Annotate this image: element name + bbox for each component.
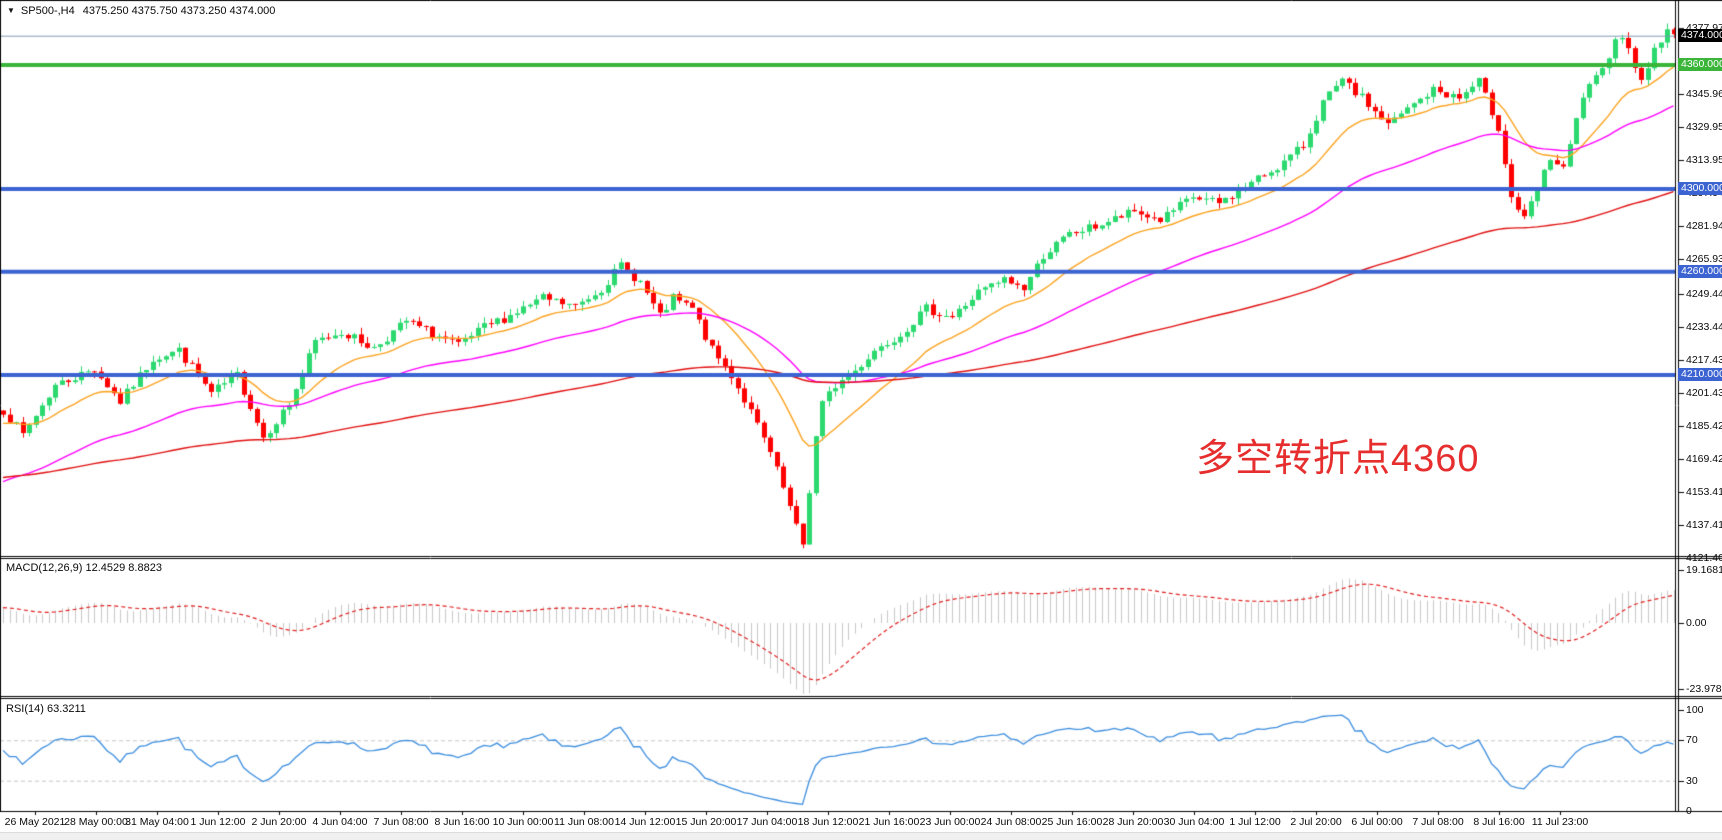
price-level-box: 4360.000: [1678, 58, 1722, 72]
time-axis-label: 11 Jul 23:00: [1531, 816, 1589, 828]
macd-axis-tick: 0.00: [1686, 617, 1707, 629]
price-axis-tick: 4265.935: [1686, 253, 1722, 266]
macd-axis-tick: 19.1681: [1686, 564, 1722, 577]
price-level-box: 4210.000: [1678, 367, 1722, 381]
price-axis-tick: 4313.950: [1686, 154, 1722, 167]
time-axis-label: 1 Jul 12:00: [1229, 816, 1281, 828]
time-axis-label: 18 Jun 12:00: [797, 816, 859, 828]
price-level-box: 4260.000: [1678, 264, 1722, 278]
time-axis-label: 28 May 00:00: [64, 816, 128, 828]
price-level-box: 4300.000: [1678, 182, 1722, 196]
price-axis-tick: 4137.410: [1686, 518, 1722, 531]
symbol-dropdown-triangle-icon[interactable]: ▼: [7, 6, 15, 15]
price-axis-tick: 4329.955: [1686, 121, 1722, 134]
time-axis-label: 1 Jun 12:00: [190, 816, 246, 828]
time-axis-label: 7 Jun 08:00: [373, 816, 429, 828]
time-axis-label: 24 Jun 08:00: [980, 816, 1042, 828]
rsi-axis-tick: 0: [1686, 805, 1692, 817]
time-axis-label: 30 Jun 04:00: [1163, 816, 1225, 828]
time-axis-label: 26 May 2021: [4, 816, 66, 828]
price-axis-tick: 4233.440: [1686, 320, 1722, 333]
price-level-box: 4374.000: [1678, 29, 1722, 43]
price-axis-tick: 4249.445: [1686, 287, 1722, 300]
time-axis-label: 14 Jun 12:00: [614, 816, 676, 828]
time-axis-label: 2 Jul 20:00: [1290, 816, 1342, 828]
time-axis-label: 7 Jul 08:00: [1412, 816, 1464, 828]
time-axis-label: 15 Jun 20:00: [675, 816, 737, 828]
price-axis-tick: 4153.415: [1686, 485, 1722, 498]
time-axis-label: 8 Jun 16:00: [434, 816, 490, 828]
time-axis-label: 4 Jun 04:00: [312, 816, 368, 828]
window-bottom-strip: [0, 832, 1722, 840]
ohlc-values: 4375.250 4375.750 4373.250 4374.000: [82, 5, 276, 17]
time-axis-label: 8 Jul 16:00: [1473, 816, 1525, 828]
time-axis-label: 23 Jun 00:00: [919, 816, 981, 828]
chart-title: ▼ SP500-,H4 4375.250 4375.750 4373.250 437…: [7, 5, 275, 17]
price-axis-tick: 4169.420: [1686, 452, 1722, 465]
time-axis-label: 2 Jun 20:00: [251, 816, 307, 828]
time-axis-label: 10 Jun 00:00: [492, 816, 554, 828]
price-axis-tick: 4201.430: [1686, 386, 1722, 399]
rsi-axis-tick: 100: [1686, 704, 1704, 716]
price-axis-tick: 4281.940: [1686, 220, 1722, 233]
time-axis-label: 11 Jun 08:00: [554, 816, 614, 828]
price-axis-tick: 4345.960: [1686, 88, 1722, 101]
time-axis-label: 31 May 04:00: [125, 816, 189, 828]
price-axis-tick: 4217.435: [1686, 353, 1722, 366]
time-axis-label: 21 Jun 16:00: [858, 816, 920, 828]
time-axis-label: 17 Jun 04:00: [736, 816, 798, 828]
chart-text-annotation: 多空转折点4360: [1196, 438, 1480, 480]
time-axis-label: 25 Jun 16:00: [1041, 816, 1103, 828]
rsi-indicator-label: RSI(14) 63.3211: [6, 703, 86, 715]
macd-indicator-label: MACD(12,26,9) 12.4529 8.8823: [6, 562, 162, 574]
time-axis-label: 6 Jul 00:00: [1351, 816, 1403, 828]
price-axis-tick: 4121.405: [1686, 552, 1722, 564]
time-axis-label: 28 Jun 20:00: [1102, 816, 1164, 828]
rsi-axis-tick: 30: [1686, 774, 1698, 787]
rsi-axis-tick: 70: [1686, 734, 1698, 747]
price-axis-tick: 4185.425: [1686, 419, 1722, 432]
symbol-period-label: SP500-,H4: [20, 5, 75, 17]
